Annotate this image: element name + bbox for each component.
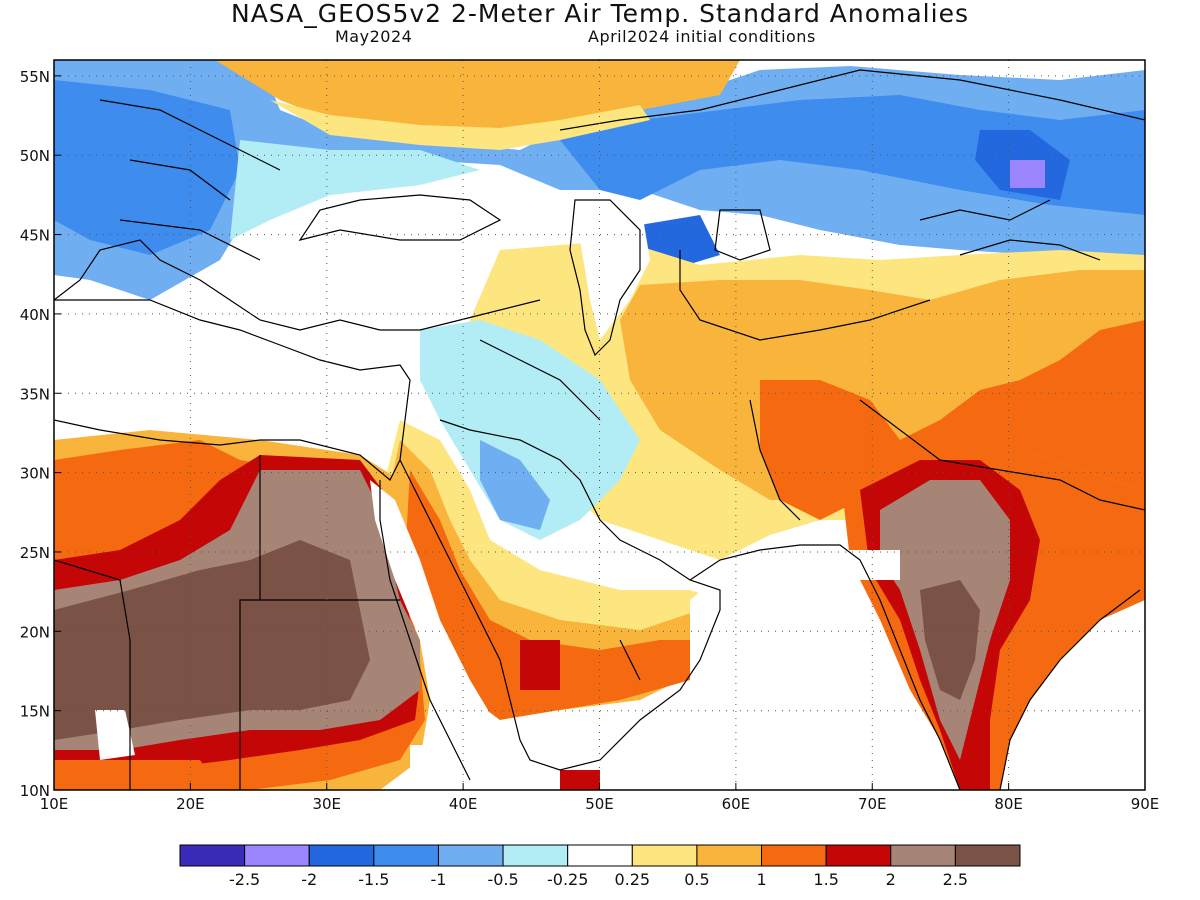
lon-tick-label: 60E [722, 795, 751, 813]
anomaly-region [1010, 160, 1045, 188]
colorbar-swatch [502, 844, 569, 867]
anomaly-region [1040, 380, 1120, 440]
anomaly-region [560, 770, 600, 790]
anomaly-region [420, 320, 640, 540]
colorbar-label: -2 [301, 870, 317, 889]
lat-tick-label: 15N [20, 703, 50, 721]
anomaly-region [410, 745, 440, 775]
lat-tick-label: 25N [20, 544, 50, 562]
colorbar-label: -0.5 [487, 870, 518, 889]
lon-tick-label: 30E [312, 795, 341, 813]
graticule [54, 60, 1145, 790]
anomaly-region [54, 300, 400, 440]
anomaly-region [54, 760, 220, 790]
colorbar-label: 2.5 [943, 870, 968, 889]
anomaly-region [405, 470, 700, 720]
colorbar-swatch [890, 844, 956, 867]
forecast-month: May2024 [335, 27, 413, 46]
colorbar: -2.5 -2 -1.5 -1 -0.5 -0.25 0.25 0.5 1 1.5 2 2.5 [179, 844, 1021, 889]
colorbar-swatch [631, 844, 698, 867]
lat-tick-label: 10N [20, 782, 50, 800]
lon-tick-label: 80E [994, 795, 1023, 813]
anomaly-region [600, 540, 960, 790]
lon-tick-label: 10E [40, 795, 69, 813]
colorbar-swatch [373, 844, 439, 867]
colorbar-swatch [567, 844, 633, 867]
anomaly-region [230, 140, 480, 240]
coastlines [54, 69, 1145, 790]
lat-tick-label: 55N [20, 68, 50, 86]
colorbar-swatch [244, 844, 310, 867]
anomaly-region [480, 440, 550, 530]
anomaly-region [370, 480, 500, 740]
lat-tick-label: 40N [20, 306, 50, 324]
colorbar-label: 1.5 [813, 870, 838, 889]
colorbar-swatch [696, 844, 763, 867]
anomaly-region [54, 80, 240, 255]
lon-tick-label: 40E [449, 795, 478, 813]
anomaly-region [500, 710, 620, 770]
colorbar-label: 0.5 [684, 870, 709, 889]
lon-tick-label: 50E [585, 795, 614, 813]
colorbar-label: -0.25 [547, 870, 588, 889]
initial-conditions: April2024 initial conditions [588, 27, 816, 46]
colorbar-label: 0.25 [614, 870, 650, 889]
lat-tick-label: 50N [20, 147, 50, 165]
colorbar-label: -2.5 [229, 870, 260, 889]
colorbar-swatch [954, 844, 1021, 867]
lat-tick-label: 20N [20, 623, 50, 641]
map-field [54, 60, 1145, 790]
anomaly-region [54, 540, 370, 740]
anomaly-region [1060, 560, 1130, 620]
colorbar-swatch [179, 844, 246, 867]
colorbar-label: 2 [886, 870, 896, 889]
anomaly-region [270, 100, 650, 150]
lon-tick-label: 70E [858, 795, 887, 813]
lon-tick-label: 20E [176, 795, 205, 813]
colorbar-swatch [437, 844, 504, 867]
colorbar-swatch [825, 844, 892, 867]
colorbar-label: -1.5 [358, 870, 389, 889]
anomaly-region [215, 60, 740, 135]
map-title: NASA_GEOS5v2 2-Meter Air Temp. Standard … [231, 0, 969, 28]
colorbar-swatch [308, 844, 375, 867]
lat-tick-label: 45N [20, 227, 50, 245]
anomaly-region [920, 580, 980, 700]
colorbar-swatch [761, 844, 827, 867]
lat-tick-label: 35N [20, 385, 50, 403]
anomaly-region [580, 200, 650, 340]
anomaly-region [520, 640, 560, 690]
anomaly-region [1000, 600, 1145, 790]
lat-tick-label: 30N [20, 465, 50, 483]
colorbar-label: 1 [756, 870, 766, 889]
lon-tick-label: 90E [1131, 795, 1160, 813]
anomaly-region [95, 710, 135, 760]
axis-ticks: 10E 20E 30E 40E 50E 60E 70E 80E 90E 10N 15N 20N 25N 3… [20, 68, 1160, 813]
colorbar-label: -1 [430, 870, 446, 889]
